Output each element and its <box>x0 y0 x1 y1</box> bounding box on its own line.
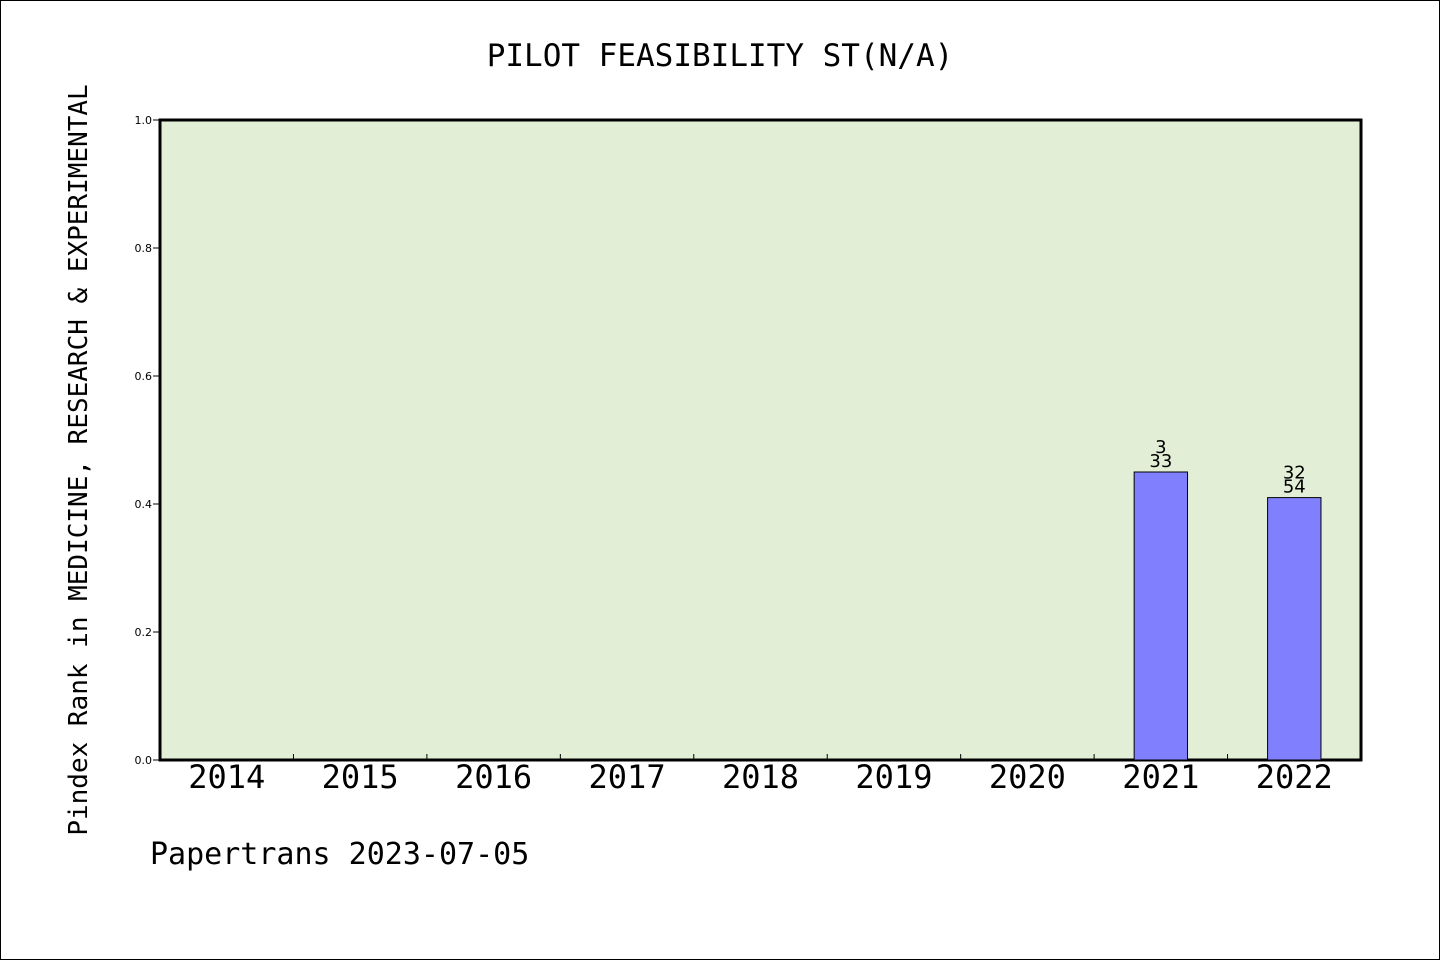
x-axis: 2014 2015 2016 2017 2018 2019 2020 2021 2022 <box>188 754 1333 796</box>
bar-data-label: 3 <box>1155 437 1166 458</box>
x-tick-label: 2021 <box>1122 758 1199 796</box>
x-tick-label: 2020 <box>989 758 1066 796</box>
y-tick-label: 0.2 <box>135 626 153 639</box>
bar-data-label: 33 <box>1149 451 1172 472</box>
x-tick-label: 2015 <box>322 758 399 796</box>
footer-source: Papertrans 2023-07-05 <box>150 837 529 872</box>
x-tick-label: 2016 <box>455 758 532 796</box>
x-tick-label: 2022 <box>1256 758 1333 796</box>
y-tick-label: 0.4 <box>135 498 153 511</box>
x-tick-label: 2019 <box>855 758 932 796</box>
x-tick-label: 2014 <box>188 758 265 796</box>
bar-data-label: 32 <box>1283 463 1306 484</box>
y-axis-label: Pindex Rank in MEDICINE, RESEARCH & EXPE… <box>64 84 94 835</box>
y-tick-label: 1.0 <box>135 114 153 127</box>
x-tick-label: 2018 <box>722 758 799 796</box>
y-axis: 0.0 0.2 0.4 0.6 0.8 1.0 <box>135 114 160 767</box>
bar-data-label: 54 <box>1283 477 1306 498</box>
bar <box>1133 471 1189 761</box>
chart-title: PILOT FEASIBILITY ST(N/A) <box>487 38 954 74</box>
x-tick-label: 2017 <box>589 758 666 796</box>
y-tick-label: 0.6 <box>135 370 153 383</box>
y-tick-label: 0.0 <box>135 754 153 767</box>
bar <box>1267 497 1322 761</box>
y-tick-label: 0.8 <box>135 242 153 255</box>
